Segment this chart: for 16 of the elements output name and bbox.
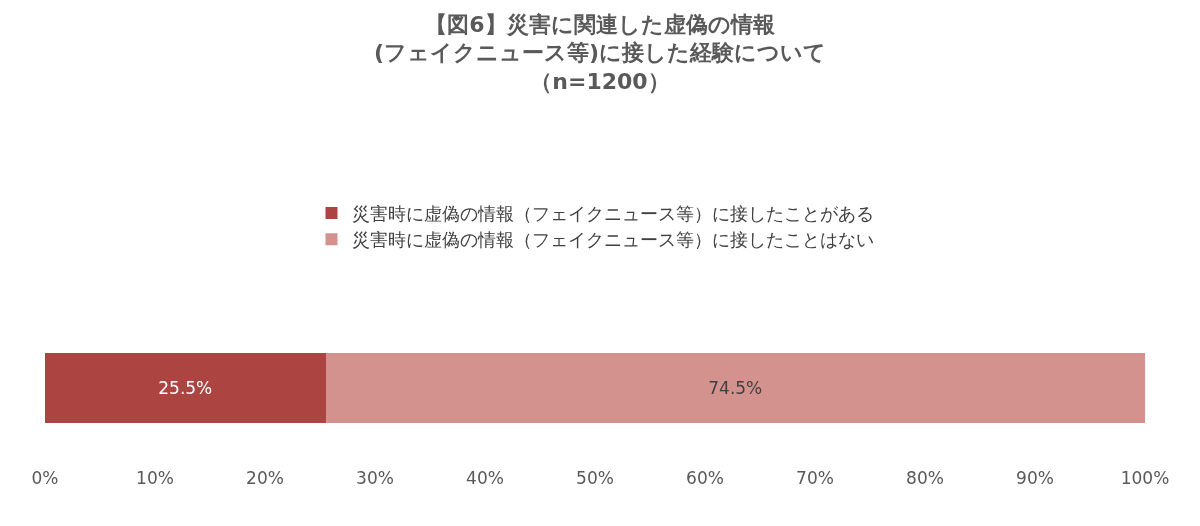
- x-tick-label: 50%: [576, 468, 614, 488]
- x-tick-label: 10%: [136, 468, 174, 488]
- x-tick-label: 0%: [31, 468, 59, 488]
- x-tick-label: 40%: [466, 468, 504, 488]
- x-tick-label: 80%: [906, 468, 944, 488]
- data-label: 25.5%: [158, 378, 213, 398]
- x-tick-label: 20%: [246, 468, 284, 488]
- data-label: 74.5%: [708, 378, 763, 398]
- legend-label: 災害時に虚偽の情報（フェイクニュース等）に接したことがある: [351, 202, 874, 224]
- legend-label: 災害時に虚偽の情報（フェイクニュース等）に接したことはない: [351, 229, 874, 251]
- x-tick-label: 60%: [686, 468, 724, 488]
- x-tick-label: 90%: [1016, 468, 1054, 488]
- x-tick-label: 70%: [796, 468, 834, 488]
- chart-title: 【図6】災害に関連した虚偽の情報(フェイクニュース等)に接した経験について（n=1200）: [373, 11, 827, 94]
- x-tick-label: 30%: [356, 468, 394, 488]
- x-tick-label: 100%: [1120, 468, 1170, 488]
